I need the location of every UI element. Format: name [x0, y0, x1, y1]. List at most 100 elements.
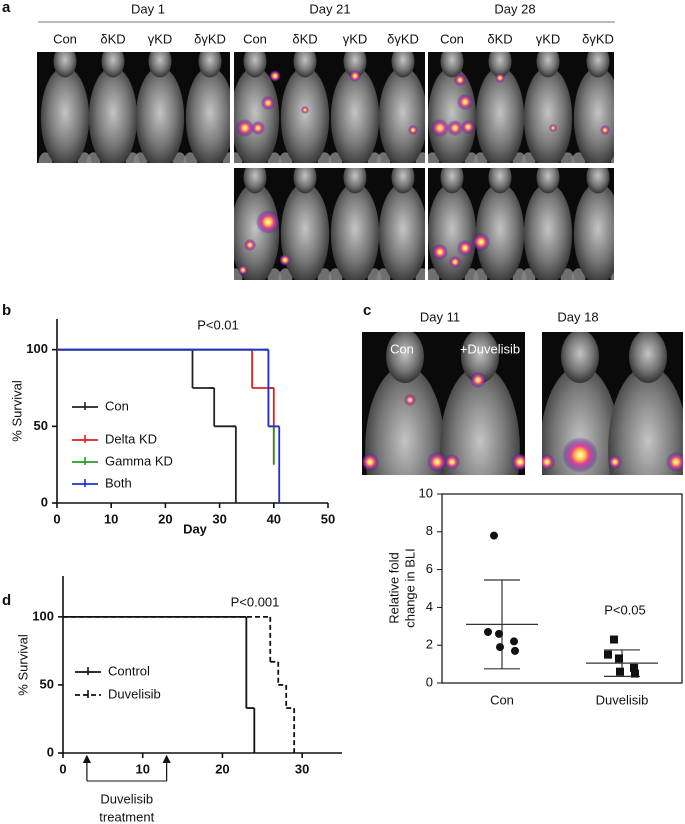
mouse-head	[461, 332, 499, 383]
bli-signal	[447, 120, 463, 136]
x-tick-label: Duvelisib	[596, 692, 649, 707]
bli-signal	[472, 233, 490, 251]
day-header: Day 18	[557, 309, 598, 324]
image	[38, 52, 230, 163]
x-tick-label: 20	[215, 761, 229, 776]
mouse-leg	[222, 152, 230, 163]
mouse-body	[330, 67, 380, 163]
mouse-head	[198, 52, 222, 78]
mouse-body	[234, 67, 280, 163]
annotation: P<0.001	[231, 594, 280, 609]
legend-label: Duvelisib	[108, 686, 161, 701]
mouse-head	[343, 168, 367, 194]
mouse-leg	[536, 506, 559, 540]
image	[234, 168, 425, 280]
mouse-body	[542, 365, 620, 475]
condition-label: δγKD	[582, 31, 614, 46]
bli-signal	[431, 119, 449, 137]
mouse-body	[378, 183, 425, 280]
mouse-head	[536, 168, 560, 194]
image	[428, 168, 614, 280]
bli-signal	[495, 73, 505, 83]
y-axis-label: % Survival	[15, 634, 30, 696]
mouse-body	[280, 67, 330, 163]
mouse-body	[378, 67, 425, 163]
bli-signal	[256, 210, 280, 234]
data-point	[511, 646, 519, 655]
image-label: +Duvelisib	[460, 341, 520, 356]
bli-signal	[244, 239, 256, 251]
mouse-head	[53, 52, 77, 78]
mouse-body	[40, 67, 90, 163]
axis	[56, 319, 328, 504]
bli-signal	[279, 254, 291, 266]
bli-signal	[238, 265, 248, 275]
bli-signal	[251, 121, 265, 135]
image-label: Con	[390, 341, 414, 356]
y-tick-label: 2	[426, 637, 433, 652]
legend-label: Control	[108, 663, 150, 678]
x-tick-label: 20	[158, 511, 172, 526]
y-axis-label: change in BLI	[402, 548, 417, 628]
mouse-head	[586, 52, 610, 78]
condition-label: Con	[53, 31, 77, 46]
bli-signal	[269, 70, 281, 82]
mouse-head	[391, 168, 415, 194]
mouse-body	[365, 365, 445, 475]
data-point	[490, 531, 498, 540]
bli-signal	[449, 256, 461, 268]
legend-label: Gamma KD	[105, 453, 173, 468]
mouse-head	[343, 52, 367, 78]
x-tick-label: 30	[295, 761, 309, 776]
mouse-body	[330, 183, 380, 280]
bli-signal	[349, 70, 361, 82]
mouse-leg	[361, 506, 384, 540]
data-point	[616, 667, 624, 676]
condition-label: γKD	[536, 31, 561, 46]
mouse-head	[586, 168, 610, 194]
data-point	[604, 650, 612, 659]
mouse-body	[428, 67, 477, 163]
legend-label: Delta KD	[105, 431, 157, 446]
y-axis-label: Relative fold	[386, 552, 401, 624]
y-tick-label: 0	[47, 744, 54, 759]
condition-label: δKD	[100, 31, 125, 46]
data-point	[610, 635, 618, 644]
y-tick-label: 6	[426, 561, 433, 576]
day-header: Day 1	[131, 1, 165, 16]
bli-signal	[432, 244, 448, 260]
y-axis-label: % Survival	[9, 380, 24, 442]
bli-signal	[261, 96, 275, 110]
mouse-leg	[501, 506, 524, 540]
data-point	[630, 663, 638, 672]
y-tick-label: 50	[40, 676, 54, 691]
annotation: P<0.01	[197, 317, 239, 332]
image	[428, 52, 614, 163]
condition-label: Con	[243, 31, 267, 46]
bli-signal	[408, 125, 418, 135]
bli-signal	[549, 124, 557, 132]
mouse-head	[488, 168, 512, 194]
mouse-body	[185, 67, 230, 163]
panel-label: b	[2, 302, 11, 319]
mouse-head	[488, 52, 512, 78]
bli-signal	[427, 452, 447, 472]
bli-signal	[562, 437, 598, 473]
y-tick-label: 0	[41, 494, 48, 509]
legend-label: Both	[105, 475, 132, 490]
treatment-label: Duvelisib	[100, 791, 153, 806]
plot-frame	[441, 493, 683, 684]
bli-signal	[362, 453, 379, 471]
panel-label: a	[2, 0, 11, 16]
data-point	[615, 654, 623, 663]
x-tick-label: 50	[321, 511, 335, 526]
mouse-leg	[234, 152, 243, 163]
day-header: Day 28	[494, 1, 535, 16]
mouse-body	[573, 67, 614, 163]
bli-signal	[511, 453, 525, 471]
condition-label: δγKD	[194, 31, 226, 46]
mouse-head	[148, 52, 172, 78]
condition-label: δKD	[292, 31, 317, 46]
bli-signal	[454, 74, 466, 86]
